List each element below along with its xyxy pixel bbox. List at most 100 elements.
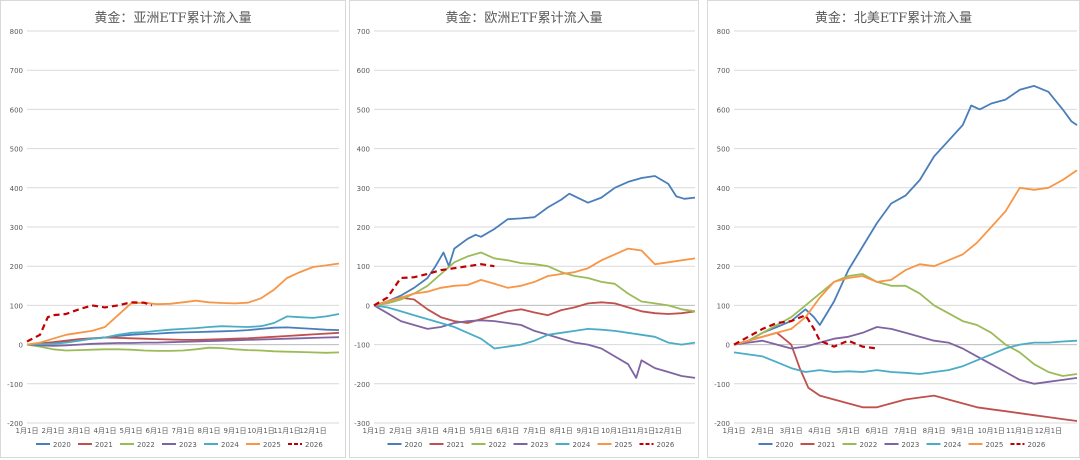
legend-item-2024: 2024 <box>555 441 591 449</box>
y-tick-label: -100 <box>714 381 730 389</box>
y-tick-label: 600 <box>10 106 23 114</box>
legend-label: 2021 <box>95 441 113 449</box>
legend-label: 2026 <box>305 441 323 449</box>
y-tick-label: 700 <box>10 67 23 75</box>
x-tick-label: 2月1日 <box>751 427 774 435</box>
legend-label: 2020 <box>776 441 794 449</box>
legend-item-2024: 2024 <box>204 441 239 449</box>
legend-label: 2021 <box>818 441 836 449</box>
series-line-2023 <box>26 336 340 347</box>
x-tick-label: 10月1日 <box>247 427 274 435</box>
x-tick-label: 2月1日 <box>389 427 412 435</box>
series-line-2020 <box>373 175 696 307</box>
legend-label: 2024 <box>221 441 239 449</box>
y-tick-label: 100 <box>717 302 730 310</box>
x-tick-label: 7月1日 <box>523 427 546 435</box>
legend-label: 2025 <box>263 441 281 449</box>
y-tick-label: 600 <box>717 106 730 114</box>
x-tick-label: 6月1日 <box>496 427 519 435</box>
legend-label: 2024 <box>573 441 591 449</box>
y-tick-label: -300 <box>354 420 370 428</box>
series-line-2024 <box>26 313 340 346</box>
y-tick-label: 200 <box>717 263 730 271</box>
north-america-etf-chart: -200 -100 0 100 200 300 400 500 600 700 800 1月1日 2月1… <box>714 28 1078 449</box>
europe-etf-chart: -300 -200 -100 0 100 200 300 400 500 600 700 1月1日 2月… <box>354 28 696 449</box>
legend-label: 2026 <box>1028 441 1046 449</box>
y-tick-label: 500 <box>717 146 730 154</box>
chart-title: 黄金：北美ETF累计流入量 <box>814 11 973 26</box>
y-tick-label: 800 <box>717 28 730 36</box>
asia-etf-chart-panel: 黄金：亚洲ETF累计流入量 -200 -100 0 100 200 300 400 500 60… <box>0 0 346 458</box>
chart-title: 黄金：欧洲ETF累计流入量 <box>445 11 603 26</box>
series-line-2022 <box>26 343 340 354</box>
north-america-etf-chart-panel: 黄金：北美ETF累计流入量 -200 -100 0 100 200 300 400 500 60… <box>707 0 1080 458</box>
x-tick-label: 11月1日 <box>273 427 300 435</box>
series-line-2026 <box>733 314 878 350</box>
y-tick-label: -200 <box>714 420 730 428</box>
x-tick-label: 2月1日 <box>42 427 65 435</box>
series-line-2022 <box>373 251 696 313</box>
y-tick-label: 0 <box>366 302 370 310</box>
x-tick-label: 3月1日 <box>780 427 803 435</box>
y-tick-label: 500 <box>357 106 370 114</box>
x-tick-label: 4月1日 <box>94 427 117 435</box>
x-tick-label: 10月1日 <box>978 427 1005 435</box>
legend-label: 2021 <box>447 441 465 449</box>
x-tick-label: 6月1日 <box>146 427 169 435</box>
series-line-2025 <box>733 169 1078 346</box>
x-tick-label: 9月1日 <box>577 427 600 435</box>
y-tick-label: 100 <box>357 263 370 271</box>
legend-label: 2020 <box>53 441 71 449</box>
y-tick-label: 0 <box>726 342 730 350</box>
x-tick-label: 1月1日 <box>363 427 386 435</box>
legend-item-2026: 2026 <box>639 441 675 449</box>
x-tick-label: 7月1日 <box>894 427 917 435</box>
x-tick-label: 5月1日 <box>120 427 143 435</box>
legend-label: 2023 <box>531 441 549 449</box>
y-tick-label: -100 <box>7 381 23 389</box>
series-line-2022 <box>733 273 1078 377</box>
legend-label: 2022 <box>137 441 155 449</box>
legend-label: 2025 <box>615 441 633 449</box>
legend-label: 2024 <box>944 441 962 449</box>
legend-item-2024: 2024 <box>926 441 962 449</box>
series-line-2023 <box>733 326 1078 385</box>
series-line-2026 <box>26 301 153 343</box>
y-tick-label: -100 <box>354 342 370 350</box>
y-tick-label: 400 <box>10 185 23 193</box>
legend-item-2020: 2020 <box>758 441 794 449</box>
x-tick-label: 5月1日 <box>837 427 860 435</box>
series-line-2023 <box>373 304 696 379</box>
x-tick-label: 9月1日 <box>951 427 974 435</box>
y-tick-label: 400 <box>717 185 730 193</box>
asia-etf-chart: -200 -100 0 100 200 300 400 500 600 700 800 1月1日 2月1… <box>7 28 340 449</box>
x-tick-label: 12月1日 <box>655 427 682 435</box>
x-tick-label: 12月1日 <box>299 427 326 435</box>
y-tick-label: 300 <box>10 224 23 232</box>
legend-label: 2022 <box>489 441 507 449</box>
x-tick-label: 11月1日 <box>1006 427 1033 435</box>
y-tick-label: 600 <box>357 67 370 75</box>
legend-item-2022: 2022 <box>120 441 155 449</box>
x-tick-label: 8月1日 <box>198 427 221 435</box>
series-line-2024 <box>373 304 696 350</box>
series-line-2020 <box>733 85 1078 346</box>
legend-item-2022: 2022 <box>471 441 507 449</box>
x-tick-label: 8月1日 <box>550 427 573 435</box>
legend-item-2022: 2022 <box>842 441 877 449</box>
legend-label: 2025 <box>986 441 1004 449</box>
x-tick-label: 8月1日 <box>923 427 946 435</box>
legend-item-2020: 2020 <box>387 441 423 449</box>
legend-item-2021: 2021 <box>800 441 836 449</box>
legend-item-2023: 2023 <box>162 441 197 449</box>
x-tick-label: 11月1日 <box>628 427 655 435</box>
legend-item-2020: 2020 <box>36 441 71 449</box>
legend-item-2026: 2026 <box>288 441 323 449</box>
legend-item-2026: 2026 <box>1010 441 1046 449</box>
y-tick-label: 100 <box>10 302 23 310</box>
x-tick-label: 7月1日 <box>172 427 195 435</box>
y-tick-label: 500 <box>10 146 23 154</box>
legend-label: 2020 <box>405 441 423 449</box>
series-line-2026 <box>373 263 495 307</box>
